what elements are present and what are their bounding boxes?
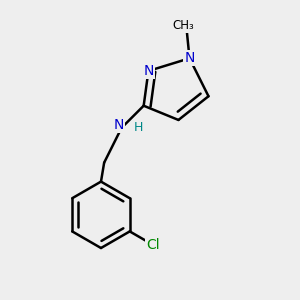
Text: H: H bbox=[134, 122, 144, 134]
Text: N: N bbox=[143, 64, 154, 78]
Text: N: N bbox=[184, 51, 195, 65]
Text: CH₃: CH₃ bbox=[172, 19, 194, 32]
Text: N: N bbox=[113, 118, 124, 132]
Text: Cl: Cl bbox=[146, 238, 160, 252]
